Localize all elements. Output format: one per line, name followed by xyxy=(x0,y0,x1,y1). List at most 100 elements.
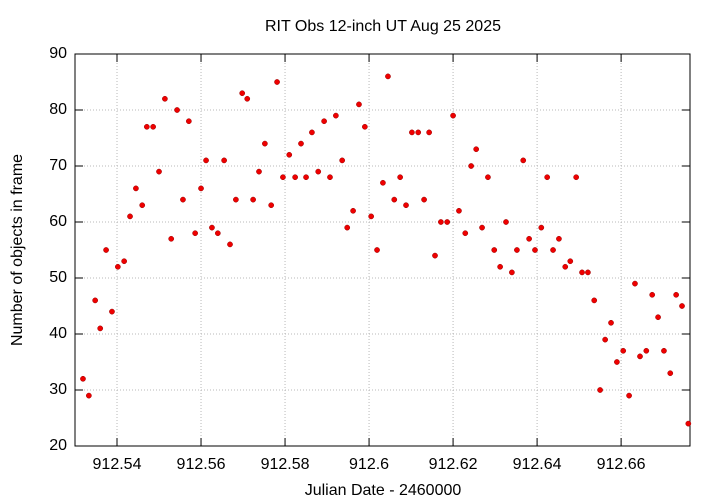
point xyxy=(685,420,692,427)
point xyxy=(209,224,215,231)
point xyxy=(350,207,356,214)
point xyxy=(315,168,322,175)
point xyxy=(497,263,503,270)
point xyxy=(127,213,133,220)
point xyxy=(256,168,262,175)
point xyxy=(550,247,556,253)
point xyxy=(591,297,598,304)
x-tick-label: 912.58 xyxy=(261,456,310,473)
point xyxy=(432,252,438,259)
point xyxy=(192,230,198,237)
y-tick-label: 80 xyxy=(49,101,67,118)
point xyxy=(532,247,538,253)
point xyxy=(339,157,346,164)
point xyxy=(397,174,403,181)
point xyxy=(321,118,327,125)
point xyxy=(409,129,415,136)
point xyxy=(385,73,391,80)
point xyxy=(462,230,469,237)
point xyxy=(86,392,92,399)
point xyxy=(597,387,603,393)
point xyxy=(444,219,451,225)
point xyxy=(150,123,156,130)
point xyxy=(491,247,498,253)
point xyxy=(602,336,608,343)
point xyxy=(374,247,380,253)
point xyxy=(544,174,551,181)
point xyxy=(468,163,474,169)
point xyxy=(97,325,104,332)
point xyxy=(168,235,175,242)
point xyxy=(655,314,661,321)
x-tick-label: 912.66 xyxy=(597,456,646,473)
point xyxy=(579,269,585,276)
point xyxy=(286,151,293,158)
point xyxy=(268,202,275,209)
point xyxy=(509,269,515,276)
point xyxy=(614,359,620,365)
y-tick-label: 90 xyxy=(49,45,67,62)
point xyxy=(562,263,569,270)
point xyxy=(162,95,168,102)
point xyxy=(362,123,368,130)
point xyxy=(450,112,456,119)
point xyxy=(139,202,146,209)
point xyxy=(661,347,667,354)
point xyxy=(298,140,304,147)
point xyxy=(526,235,532,242)
point xyxy=(608,319,614,326)
x-tick-label: 912.54 xyxy=(93,456,142,473)
y-tick-label: 30 xyxy=(49,381,67,398)
point xyxy=(573,174,580,181)
point xyxy=(485,174,491,181)
point xyxy=(438,219,444,225)
point xyxy=(156,168,162,175)
x-tick-label: 912.6 xyxy=(349,456,389,473)
point xyxy=(643,347,650,354)
point xyxy=(221,157,227,164)
x-tick-label: 912.56 xyxy=(177,456,226,473)
point xyxy=(303,174,309,181)
point xyxy=(368,213,375,220)
y-tick-label: 20 xyxy=(49,437,67,454)
point xyxy=(667,370,674,377)
point xyxy=(456,207,462,214)
point xyxy=(292,174,298,181)
point xyxy=(227,241,233,248)
chart-title: RIT Obs 12-inch UT Aug 25 2025 xyxy=(265,18,501,35)
point xyxy=(103,247,109,253)
point xyxy=(514,247,520,253)
point xyxy=(380,179,386,186)
point xyxy=(233,196,239,203)
y-tick-label: 60 xyxy=(49,213,67,230)
point xyxy=(426,129,432,136)
point xyxy=(356,101,362,108)
point xyxy=(421,196,427,203)
point xyxy=(327,174,333,181)
point xyxy=(344,224,351,231)
point xyxy=(239,90,246,97)
point xyxy=(185,118,192,125)
point xyxy=(309,129,315,136)
point xyxy=(121,258,127,265)
point xyxy=(632,280,638,287)
point xyxy=(673,291,679,298)
y-axis-label: Number of objects in frame xyxy=(9,154,26,346)
point xyxy=(114,263,121,270)
point xyxy=(679,303,685,309)
point xyxy=(109,308,115,315)
plot-frame xyxy=(74,53,691,447)
point xyxy=(391,196,398,203)
point xyxy=(214,230,221,237)
point xyxy=(280,174,286,181)
point xyxy=(626,392,632,399)
point xyxy=(649,291,656,298)
point xyxy=(473,146,480,153)
point xyxy=(556,235,562,242)
point xyxy=(174,107,180,113)
point xyxy=(143,123,150,130)
x-axis-label: Julian Date - 2460000 xyxy=(305,482,462,499)
point xyxy=(538,224,545,231)
point xyxy=(262,140,268,147)
